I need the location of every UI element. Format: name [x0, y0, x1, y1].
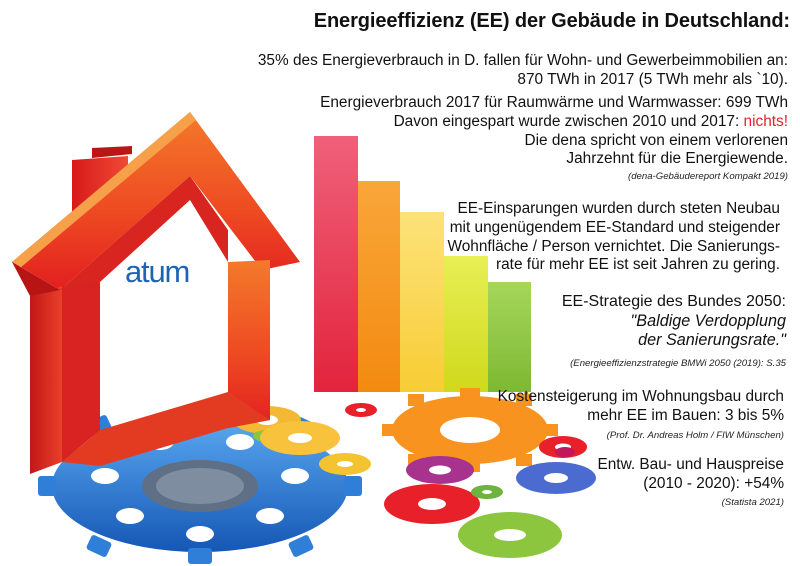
house-illustration-icon: [12, 112, 300, 474]
savings-line-3: Wohnfläche / Person vernichtet. Die Sani…: [447, 237, 781, 255]
heat-line-2: Davon eingespart wurde zwischen 2010 und…: [320, 113, 788, 132]
costs-block: Kostensteigerung im Wohnungsbau durch me…: [498, 388, 784, 441]
consumption-block: 35% des Energieverbrauch in D. fallen fü…: [258, 52, 788, 90]
atum-logo: atum: [125, 254, 190, 289]
prices-block: Entw. Bau- und Hauspreise (2010 - 2020):…: [597, 456, 784, 508]
heat-highlight: nichts!: [743, 112, 788, 130]
heat-line-4: Jahrzehnt für die Energiewende.: [566, 150, 788, 168]
strategy-source: (Energieeffizienzstrategie BMWi 2050 (20…: [570, 358, 786, 370]
consumption-line-1: 35% des Energieverbrauch in D. fallen fü…: [257, 52, 788, 69]
heat-line-2-prefix: Davon eingespart wurde zwischen 2010 und…: [393, 112, 744, 130]
costs-line-1: Kostensteigerung im Wohnungsbau durch: [497, 388, 784, 405]
heat-line-3: Die dena spricht von einem verlorenen: [524, 131, 789, 149]
savings-line-1: EE-Einsparungen wurden durch steten Neub…: [457, 200, 780, 217]
consumption-line-2: 870 TWh in 2017 (5 TWh mehr als `10).: [517, 70, 788, 88]
strategy-block: EE-Strategie des Bundes 2050: "Baldige V…: [562, 292, 786, 370]
costs-source: (Prof. Dr. Andreas Holm / FIW Münschen): [606, 429, 784, 441]
savings-line-4: rate für mehr EE ist seit Jahren zu geri…: [496, 256, 780, 274]
costs-line-2: mehr EE im Bauen: 3 bis 5%: [587, 406, 784, 424]
savings-block: EE-Einsparungen wurden durch steten Neub…: [448, 200, 781, 275]
strategy-line-1: EE-Strategie des Bundes 2050:: [561, 293, 786, 310]
prices-line-2: (2010 - 2020): +54%: [643, 474, 784, 492]
heat-source: (dena-Gebäudereport Kompakt 2019): [628, 171, 788, 183]
strategy-quote-1: "Baldige Verdopplung: [630, 311, 786, 330]
prices-source: (Statista 2021): [721, 496, 784, 508]
page-title: Energieeffizienz (EE) der Gebäude in Deu…: [313, 10, 790, 32]
efficiency-bars-icon: [314, 136, 531, 392]
savings-line-2: mit ungenügendem EE-Standard und steigen…: [449, 218, 780, 236]
strategy-quote-2: der Sanierungsrate.": [638, 331, 786, 350]
heat-line-1: Energieverbrauch 2017 für Raumwärme und …: [320, 94, 788, 111]
heat-block: Energieverbrauch 2017 für Raumwärme und …: [320, 94, 788, 183]
prices-line-1: Entw. Bau- und Hauspreise: [597, 456, 784, 473]
